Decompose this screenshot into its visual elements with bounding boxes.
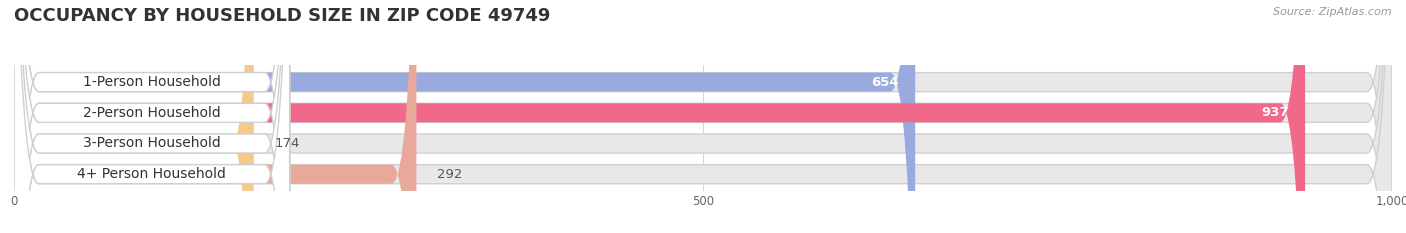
FancyBboxPatch shape	[14, 0, 1392, 233]
FancyBboxPatch shape	[14, 0, 290, 233]
FancyBboxPatch shape	[14, 0, 1392, 233]
FancyBboxPatch shape	[14, 0, 290, 233]
FancyBboxPatch shape	[14, 0, 254, 233]
Text: 292: 292	[437, 168, 463, 181]
FancyBboxPatch shape	[14, 0, 290, 233]
FancyBboxPatch shape	[14, 0, 1392, 233]
Text: 2-Person Household: 2-Person Household	[83, 106, 221, 120]
Text: 937: 937	[1261, 106, 1289, 119]
Text: 654: 654	[872, 76, 898, 89]
FancyBboxPatch shape	[14, 0, 915, 233]
FancyBboxPatch shape	[14, 0, 1305, 233]
Text: 174: 174	[274, 137, 299, 150]
Text: 4+ Person Household: 4+ Person Household	[77, 167, 226, 181]
Text: 3-Person Household: 3-Person Household	[83, 137, 221, 151]
FancyBboxPatch shape	[14, 0, 416, 233]
FancyBboxPatch shape	[14, 0, 290, 233]
Text: 1-Person Household: 1-Person Household	[83, 75, 221, 89]
Text: Source: ZipAtlas.com: Source: ZipAtlas.com	[1274, 7, 1392, 17]
Text: OCCUPANCY BY HOUSEHOLD SIZE IN ZIP CODE 49749: OCCUPANCY BY HOUSEHOLD SIZE IN ZIP CODE …	[14, 7, 550, 25]
FancyBboxPatch shape	[14, 0, 1392, 233]
